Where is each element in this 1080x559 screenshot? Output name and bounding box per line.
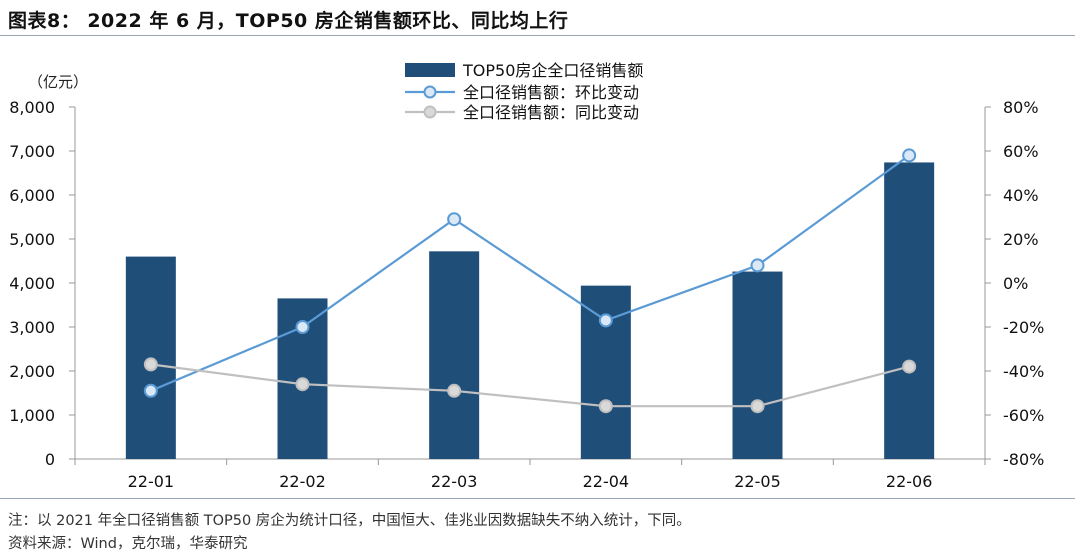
x-axis-tick-label: 22-03 [431, 472, 478, 491]
yoy-change-line [143, 357, 917, 414]
data-point [447, 212, 462, 227]
left-axis-tick-label: 4,000 [9, 274, 55, 293]
left-axis-unit-label: （亿元） [28, 73, 88, 91]
bar [732, 271, 783, 459]
x-axis-tick-label: 22-06 [886, 472, 933, 491]
x-axis-tick-label: 22-02 [279, 472, 326, 491]
data-point [902, 359, 917, 374]
source-note: 资料来源：Wind，克尔瑞，华泰研究 [8, 536, 248, 552]
x-axis-tick-label: 22-05 [734, 472, 781, 491]
data-point [598, 399, 613, 414]
data-point [750, 258, 765, 273]
legend-swatch-marker [423, 105, 437, 119]
data-point [143, 383, 158, 398]
series-line [150, 154, 910, 392]
x-axis-tick-label: 22-04 [583, 472, 630, 491]
left-axis-tick-label: 0 [45, 450, 55, 469]
left-axis-tick-label: 8,000 [9, 98, 55, 117]
bar [884, 162, 935, 459]
right-axis-tick-label: -80% [1003, 450, 1044, 469]
combo-chart: （亿元） 0 1,000 2,000 3,000 4,000 5,000 6,000 7,00… [9, 61, 1044, 491]
right-axis-tick-label: -60% [1003, 406, 1044, 425]
title-divider [0, 35, 1075, 36]
data-point [902, 148, 917, 163]
bar [580, 285, 631, 459]
right-axis-tick-label: 80% [1003, 98, 1039, 117]
right-axis-tick-label: 0% [1003, 274, 1028, 293]
line-series [143, 148, 917, 414]
data-point [295, 377, 310, 392]
left-axis-tick-label: 5,000 [9, 230, 55, 249]
footnote: 注：以 2021 年全口径销售额 TOP50 房企为统计口径，中国恒大、佳兆业因… [8, 513, 691, 529]
bar [429, 251, 480, 459]
data-point [295, 320, 310, 334]
right-axis-tick-label: -40% [1003, 362, 1044, 381]
right-axis-tick-label: 40% [1003, 186, 1039, 205]
right-axis-tick-label: -20% [1003, 318, 1044, 337]
right-axis-tick-label: 60% [1003, 142, 1039, 161]
data-point [143, 357, 158, 372]
legend-label: 全口径销售额：环比变动 [463, 83, 639, 102]
data-point [598, 313, 613, 328]
left-axis-tick-label: 1,000 [9, 406, 55, 425]
data-point [447, 383, 462, 398]
mom-change-line [143, 148, 917, 398]
axes: 0 1,000 2,000 3,000 4,000 5,000 6,000 7,000 8,00… [9, 98, 1044, 491]
legend-label: 全口径销售额：同比变动 [463, 103, 639, 122]
legend-swatch-marker [423, 85, 437, 99]
figure-title: 图表8： 2022 年 6 月，TOP50 房企销售额环比、同比均上行 [8, 10, 569, 32]
footer-divider [0, 498, 1075, 499]
legend-swatch-bar [405, 63, 455, 77]
legend-label: TOP50房企全口径销售额 [462, 61, 643, 80]
left-axis-tick-label: 3,000 [9, 318, 55, 337]
right-axis-tick-label: 20% [1003, 230, 1039, 249]
left-axis-tick-label: 2,000 [9, 362, 55, 381]
series-line [150, 363, 910, 408]
left-axis-tick-label: 6,000 [9, 186, 55, 205]
data-point [750, 399, 765, 414]
left-axis-tick-label: 7,000 [9, 142, 55, 161]
bar-series [125, 162, 935, 459]
x-axis-tick-label: 22-01 [128, 472, 175, 491]
